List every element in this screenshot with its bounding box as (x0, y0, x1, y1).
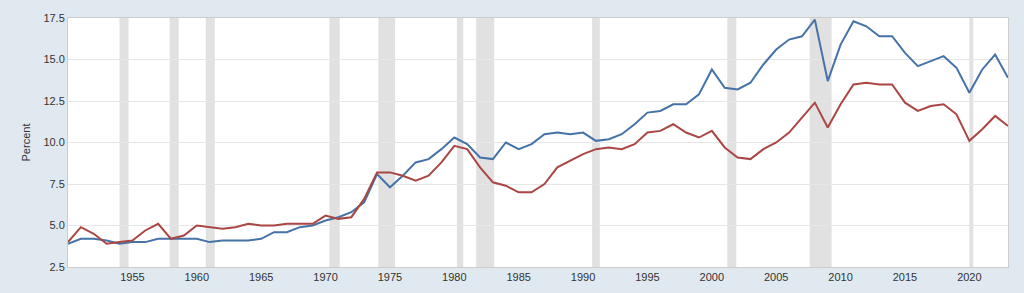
svg-text:5.0: 5.0 (50, 219, 65, 231)
svg-text:12.5: 12.5 (43, 95, 64, 107)
svg-text:2005: 2005 (764, 271, 788, 283)
svg-text:1955: 1955 (120, 271, 144, 283)
svg-text:7.5: 7.5 (50, 178, 65, 190)
svg-text:17.5: 17.5 (43, 12, 64, 24)
svg-text:1960: 1960 (185, 271, 209, 283)
svg-text:2000: 2000 (700, 271, 724, 283)
svg-text:Percent: Percent (20, 124, 32, 162)
svg-text:2010: 2010 (828, 271, 852, 283)
svg-text:1995: 1995 (635, 271, 659, 283)
svg-text:1990: 1990 (571, 271, 595, 283)
svg-text:10.0: 10.0 (43, 136, 64, 148)
svg-text:1970: 1970 (313, 271, 337, 283)
svg-text:1965: 1965 (249, 271, 273, 283)
svg-text:1985: 1985 (506, 271, 530, 283)
svg-text:2.5: 2.5 (50, 261, 65, 273)
svg-text:1980: 1980 (442, 271, 466, 283)
svg-text:2015: 2015 (893, 271, 917, 283)
svg-text:15.0: 15.0 (43, 53, 64, 65)
svg-text:2020: 2020 (957, 271, 981, 283)
svg-text:1975: 1975 (378, 271, 402, 283)
